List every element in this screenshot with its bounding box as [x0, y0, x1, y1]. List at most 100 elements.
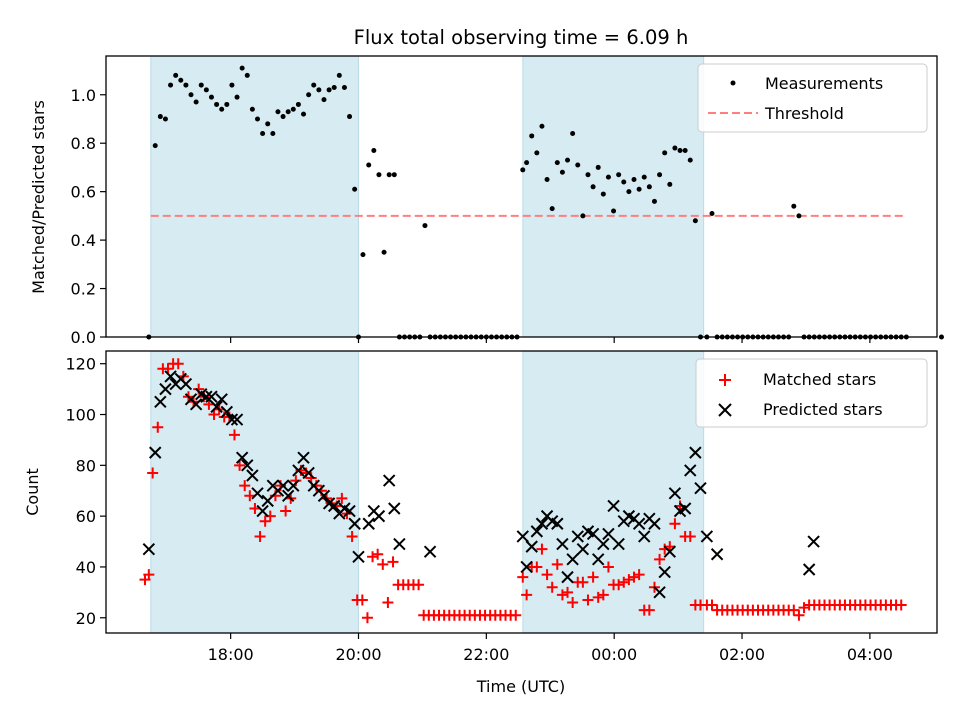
predicted-star-point — [164, 370, 177, 383]
measurement-point — [265, 121, 271, 127]
predicted-star-point — [592, 553, 605, 566]
matched-star-point — [356, 594, 368, 606]
predicted-star-point — [205, 390, 218, 403]
matched-star-point — [706, 599, 718, 611]
predicted-star-point — [648, 517, 661, 530]
measurement-point — [295, 101, 301, 107]
x-tick-label: 20:00 — [335, 645, 381, 664]
measurement-point — [641, 174, 647, 180]
predicted-star-point — [658, 565, 671, 579]
predicted-star-point — [566, 553, 579, 566]
predicted-star-point — [551, 517, 564, 530]
predicted-star-point — [235, 451, 249, 464]
matched-star-point — [577, 576, 589, 588]
measurement-point — [173, 72, 179, 78]
measurement-point — [791, 203, 797, 209]
matched-star-point — [793, 609, 805, 621]
matched-star-point — [413, 579, 425, 591]
matched-star-point — [633, 569, 645, 581]
predicted-star-point — [516, 530, 529, 543]
measurement-point — [214, 101, 220, 107]
predicted-star-point — [571, 530, 584, 543]
x-tick-label: 02:00 — [719, 645, 765, 664]
top-legend: Measurements Threshold — [697, 63, 928, 133]
predicted-star-point — [327, 499, 341, 513]
bottom-legend-box — [695, 358, 928, 428]
predicted-star-point — [632, 517, 646, 530]
top-y-axis-ticks: 0.0 0.2 0.4 0.6 0.8 1.0 — [71, 86, 106, 347]
predicted-star-point — [372, 509, 386, 523]
y-tick-label: 60 — [76, 507, 96, 526]
predicted-star-point — [149, 446, 162, 459]
predicted-star-point — [535, 517, 549, 530]
matched-star-point — [521, 589, 533, 601]
predicted-star-point — [520, 560, 533, 574]
predicted-star-point — [210, 400, 223, 414]
top-plot-frame — [105, 55, 938, 338]
predicted-star-point — [653, 586, 666, 599]
measurement-point — [657, 172, 663, 178]
predicted-star-point — [689, 446, 702, 459]
bottom-y-axis-label: Count — [23, 468, 42, 516]
matched-star-point — [597, 589, 609, 601]
matched-star-point — [618, 576, 630, 588]
y-tick-label: 1.0 — [71, 86, 96, 105]
matched-star-point — [798, 602, 810, 614]
measurements-points — [146, 65, 944, 340]
predicted-star-point — [602, 527, 615, 541]
measurement-point — [590, 184, 596, 190]
predicted-star-point — [215, 393, 228, 406]
matched-star-point — [259, 515, 271, 527]
measurement-point — [188, 92, 194, 98]
predicted-star-point — [423, 545, 437, 558]
measurement-point — [672, 145, 678, 151]
top-x-axis-ticks — [230, 337, 871, 343]
predicted-star-point — [607, 499, 620, 513]
matched-star-point — [254, 530, 266, 542]
predicted-star-point — [597, 537, 610, 551]
measurement-point — [422, 223, 428, 229]
predicted-star-point — [388, 502, 401, 515]
predicted-star-point — [530, 525, 544, 538]
predicted-star-point — [694, 481, 707, 495]
legend-predicted-marker — [718, 403, 732, 417]
measurement-point — [376, 172, 382, 178]
measurement-point — [290, 106, 296, 112]
matched-star-point — [643, 604, 655, 616]
y-tick-label: 100 — [65, 406, 96, 425]
x-tick-label: 00:00 — [591, 645, 637, 664]
measurement-point — [219, 106, 225, 112]
measurement-point — [331, 84, 337, 90]
predicted-star-point — [292, 464, 305, 477]
matched-star-point — [336, 492, 348, 504]
predicted-star-point — [663, 545, 677, 558]
bottom-panel: 20 40 60 80 100 120 18:00 20:00 22:00 00:00 02:00… — [23, 350, 938, 696]
predicted-star-point — [142, 542, 156, 556]
legend-measurements-label: Measurements — [765, 74, 883, 93]
matched-star-point — [239, 480, 251, 492]
predicted-star-point — [302, 466, 315, 480]
measurement-point — [580, 213, 586, 219]
measurement-point — [260, 131, 266, 137]
matched-star-point — [669, 518, 681, 530]
y-tick-label: 0.4 — [71, 231, 96, 250]
predicted-star-point — [668, 487, 682, 500]
predicted-star-point — [261, 494, 274, 508]
measurement-point — [682, 147, 688, 153]
matched-star-point — [510, 609, 522, 621]
shaded-region-0 — [150, 350, 359, 634]
predicted-star-point — [393, 537, 406, 551]
predicted-star-point — [230, 413, 244, 426]
measurement-point — [229, 82, 235, 88]
x-axis-label: Time (UTC) — [476, 677, 565, 696]
bottom-x-axis-ticks: 18:00 20:00 22:00 00:00 02:00 04:00 — [208, 633, 893, 664]
measurement-point — [270, 131, 276, 137]
predicted-star-point — [297, 451, 310, 464]
matched-star-point — [628, 571, 640, 583]
predicted-star-point — [343, 504, 356, 518]
measurement-point — [386, 172, 392, 178]
measurement-point — [285, 109, 291, 115]
y-tick-label: 20 — [76, 609, 96, 628]
predicted-star-point — [246, 469, 259, 482]
